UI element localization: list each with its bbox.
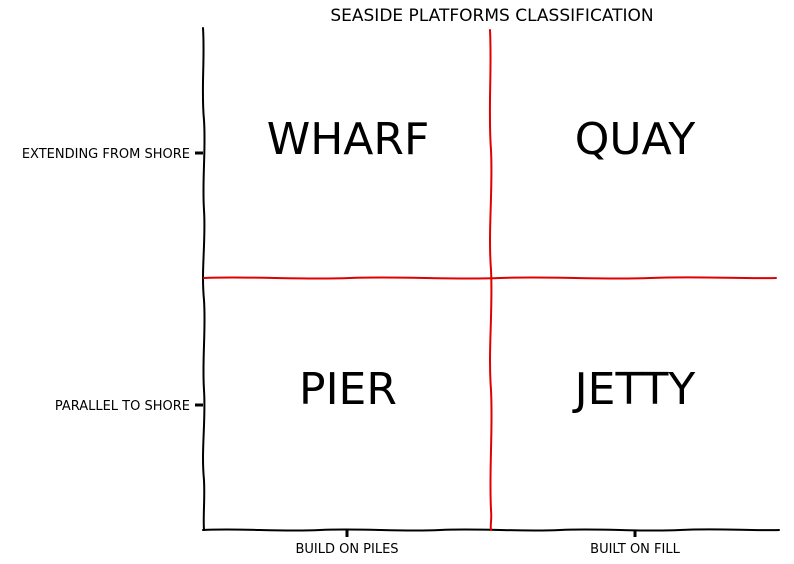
y-axis-line [201, 27, 206, 531]
x-tick-label-fill: BUILT ON FILL [590, 542, 680, 557]
y-tick-label-parallel: PARALLEL TO SHORE [55, 399, 190, 414]
x-tick-label-piles: BUILD ON PILES [295, 542, 398, 557]
horizontal-divider [203, 276, 777, 280]
cell-label-pier: PIER [299, 364, 397, 415]
diagram-title: SEASIDE PLATFORMS CLASSIFICATION [330, 6, 653, 26]
vertical-divider [488, 29, 493, 531]
x-axis-line [202, 528, 780, 532]
y-tick-label-extending: EXTENDING FROM SHORE [22, 147, 190, 162]
cell-label-wharf: WHARF [267, 114, 430, 165]
cell-label-jetty: JETTY [572, 364, 696, 415]
cell-label-quay: QUAY [575, 114, 696, 165]
